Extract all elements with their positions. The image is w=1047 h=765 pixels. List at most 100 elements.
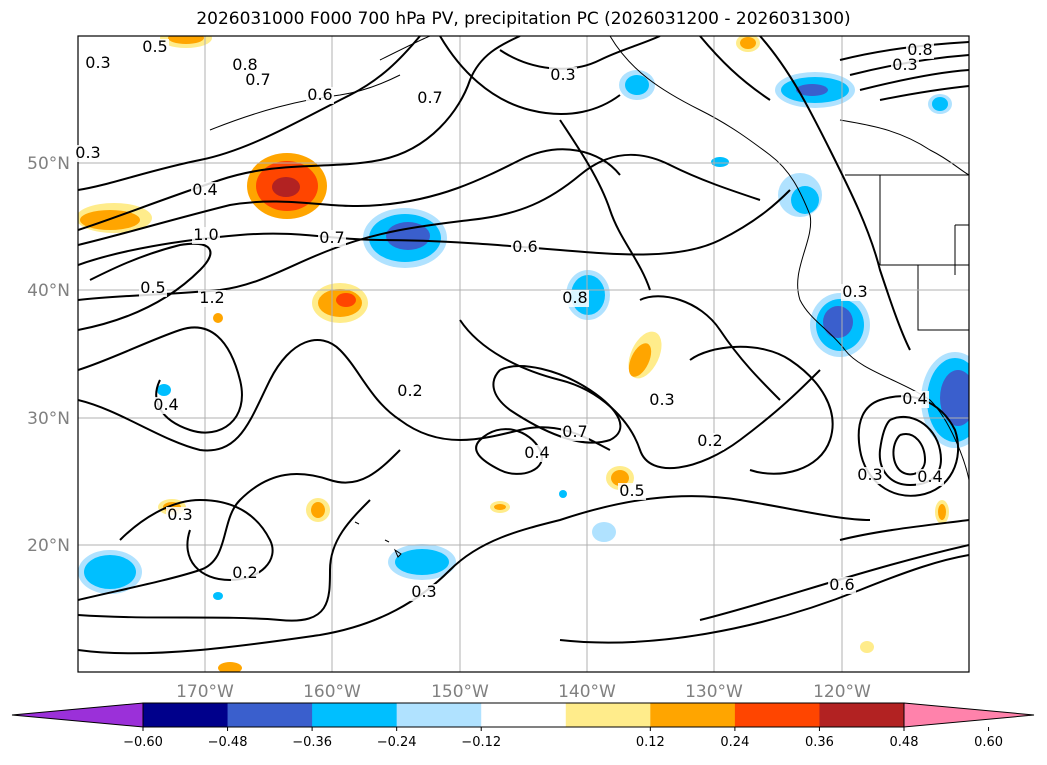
contour-label: 0.7 [562,422,587,441]
colorbar-extend-min [11,702,144,728]
lon-tick-150w: 150°W [431,682,489,702]
colorbar-segment [819,703,905,727]
contour-label-bg [561,290,589,307]
lon-tick-130w: 130°W [685,682,743,702]
colorbar-segment [143,703,229,727]
contour-label: 0.3 [649,390,674,409]
lat-axis: 20°N 30°N 40°N 50°N [27,154,70,556]
contour-label-bg [828,577,856,594]
contour-label-bg [511,239,539,256]
colorbar-tick-label: −0.48 [208,735,248,750]
contour-label-bg [891,57,919,74]
lat-tick-40n: 40°N [27,281,70,301]
contour-label-bg [231,565,259,582]
contour-label-bg [906,42,934,59]
contour-label: 0.6 [307,85,332,104]
contour-label-bg [152,397,180,414]
contour-label: 0.5 [142,37,167,56]
contour-label: 0.2 [697,431,722,450]
contour-label: 0.4 [902,389,927,408]
contour-label: 0.8 [232,55,257,74]
map-frame [77,35,970,673]
colorbar-extend-max [903,702,1035,728]
contour-label-bg [696,433,724,450]
colorbar-tick-label: 0.48 [890,735,919,750]
contour-label: 0.4 [192,180,217,199]
lon-tick-160w: 160°W [303,682,361,702]
contour-label: 1.2 [199,288,224,307]
contour-label-bg [523,445,551,462]
colorbar-tick-label: 0.12 [636,735,665,750]
colorbar-segment [396,703,482,727]
lat-tick-50n: 50°N [27,154,70,174]
contour-label-bg [549,67,577,84]
contour-label-bg [141,39,169,56]
colorbar-ticks: −0.60 −0.48 −0.36 −0.24 −0.12 0.12 0.24 0.36 0.4… [123,727,1003,750]
pv-contours [78,36,969,655]
contour-label: 0.3 [892,55,917,74]
contour-label-bg [410,584,438,601]
lon-axis: 170°W 160°W 150°W 140°W 130°W 120°W [176,682,871,702]
contour-label: 0.4 [153,395,178,414]
colorbar-tick-label: 0.60 [974,735,1003,750]
contour-label-bg [166,507,194,524]
colorbar-tick-label: 0.36 [805,735,834,750]
contour-label-bg [139,280,167,297]
contour-label-bg [84,55,112,72]
contour-label: 0.3 [842,282,867,301]
contour-label-bg [841,284,869,301]
colorbar-segment [227,703,313,727]
lon-tick-120w: 120°W [813,682,871,702]
contour-label-bg [648,392,676,409]
lon-tick-170w: 170°W [176,682,234,702]
contour-label: 0.3 [857,465,882,484]
contour-label-bg [618,483,646,500]
contour-label: 0.4 [917,467,942,486]
contour-label: 0.8 [907,40,932,59]
contour-label: 0.6 [512,237,537,256]
colorbar-outline [142,702,905,728]
contour-label: 0.6 [829,575,854,594]
contour-label-bg [198,290,226,307]
contour-label-bg [416,90,444,107]
map-background [78,36,969,672]
map-title: 2026031000 F000 700 hPa PV, precipitatio… [196,9,851,29]
contour-label-bg [901,391,929,408]
colorbar-segment [481,703,567,727]
contour-label-bg [916,469,944,486]
contour-label-bg [191,182,219,199]
colorbar-tick-label: −0.36 [292,735,332,750]
contour-label: 0.7 [245,70,270,89]
contour-label: 0.4 [524,443,549,462]
contour-label-bg [856,467,884,484]
contour-label-bg [306,87,334,104]
contour-label: 0.3 [550,65,575,84]
colorbar [11,702,1035,728]
contour-label: 0.8 [562,288,587,307]
contour-label-bg [74,145,102,162]
colorbar-segment [650,703,736,727]
contour-label: 0.5 [619,481,644,500]
contour-label: 0.7 [417,88,442,107]
contour-label: 0.7 [319,228,344,247]
lon-tick-140w: 140°W [558,682,616,702]
lat-tick-20n: 20°N [27,536,70,556]
contour-label: 0.3 [85,53,110,72]
lat-tick-30n: 30°N [27,409,70,429]
contour-label-bg [192,227,220,244]
contour-label-bg [561,424,589,441]
contour-label-bg [396,383,424,400]
colorbar-tick-label: −0.60 [123,735,163,750]
contour-label-bg [244,72,272,89]
colorbar-tick-label: −0.12 [461,735,501,750]
contour-label: 1.0 [193,225,218,244]
contour-label-bg [318,230,346,247]
contour-labels: 0.50.80.70.30.30.6 0.70.30.80.30.41.0 0.7 0… [74,37,944,601]
colorbar-segment [312,703,398,727]
contour-label: 0.2 [232,563,257,582]
colorbar-segment [565,703,651,727]
colorbar-segment [734,703,820,727]
colorbar-tick-label: 0.24 [720,735,749,750]
contour-label: 0.3 [75,143,100,162]
